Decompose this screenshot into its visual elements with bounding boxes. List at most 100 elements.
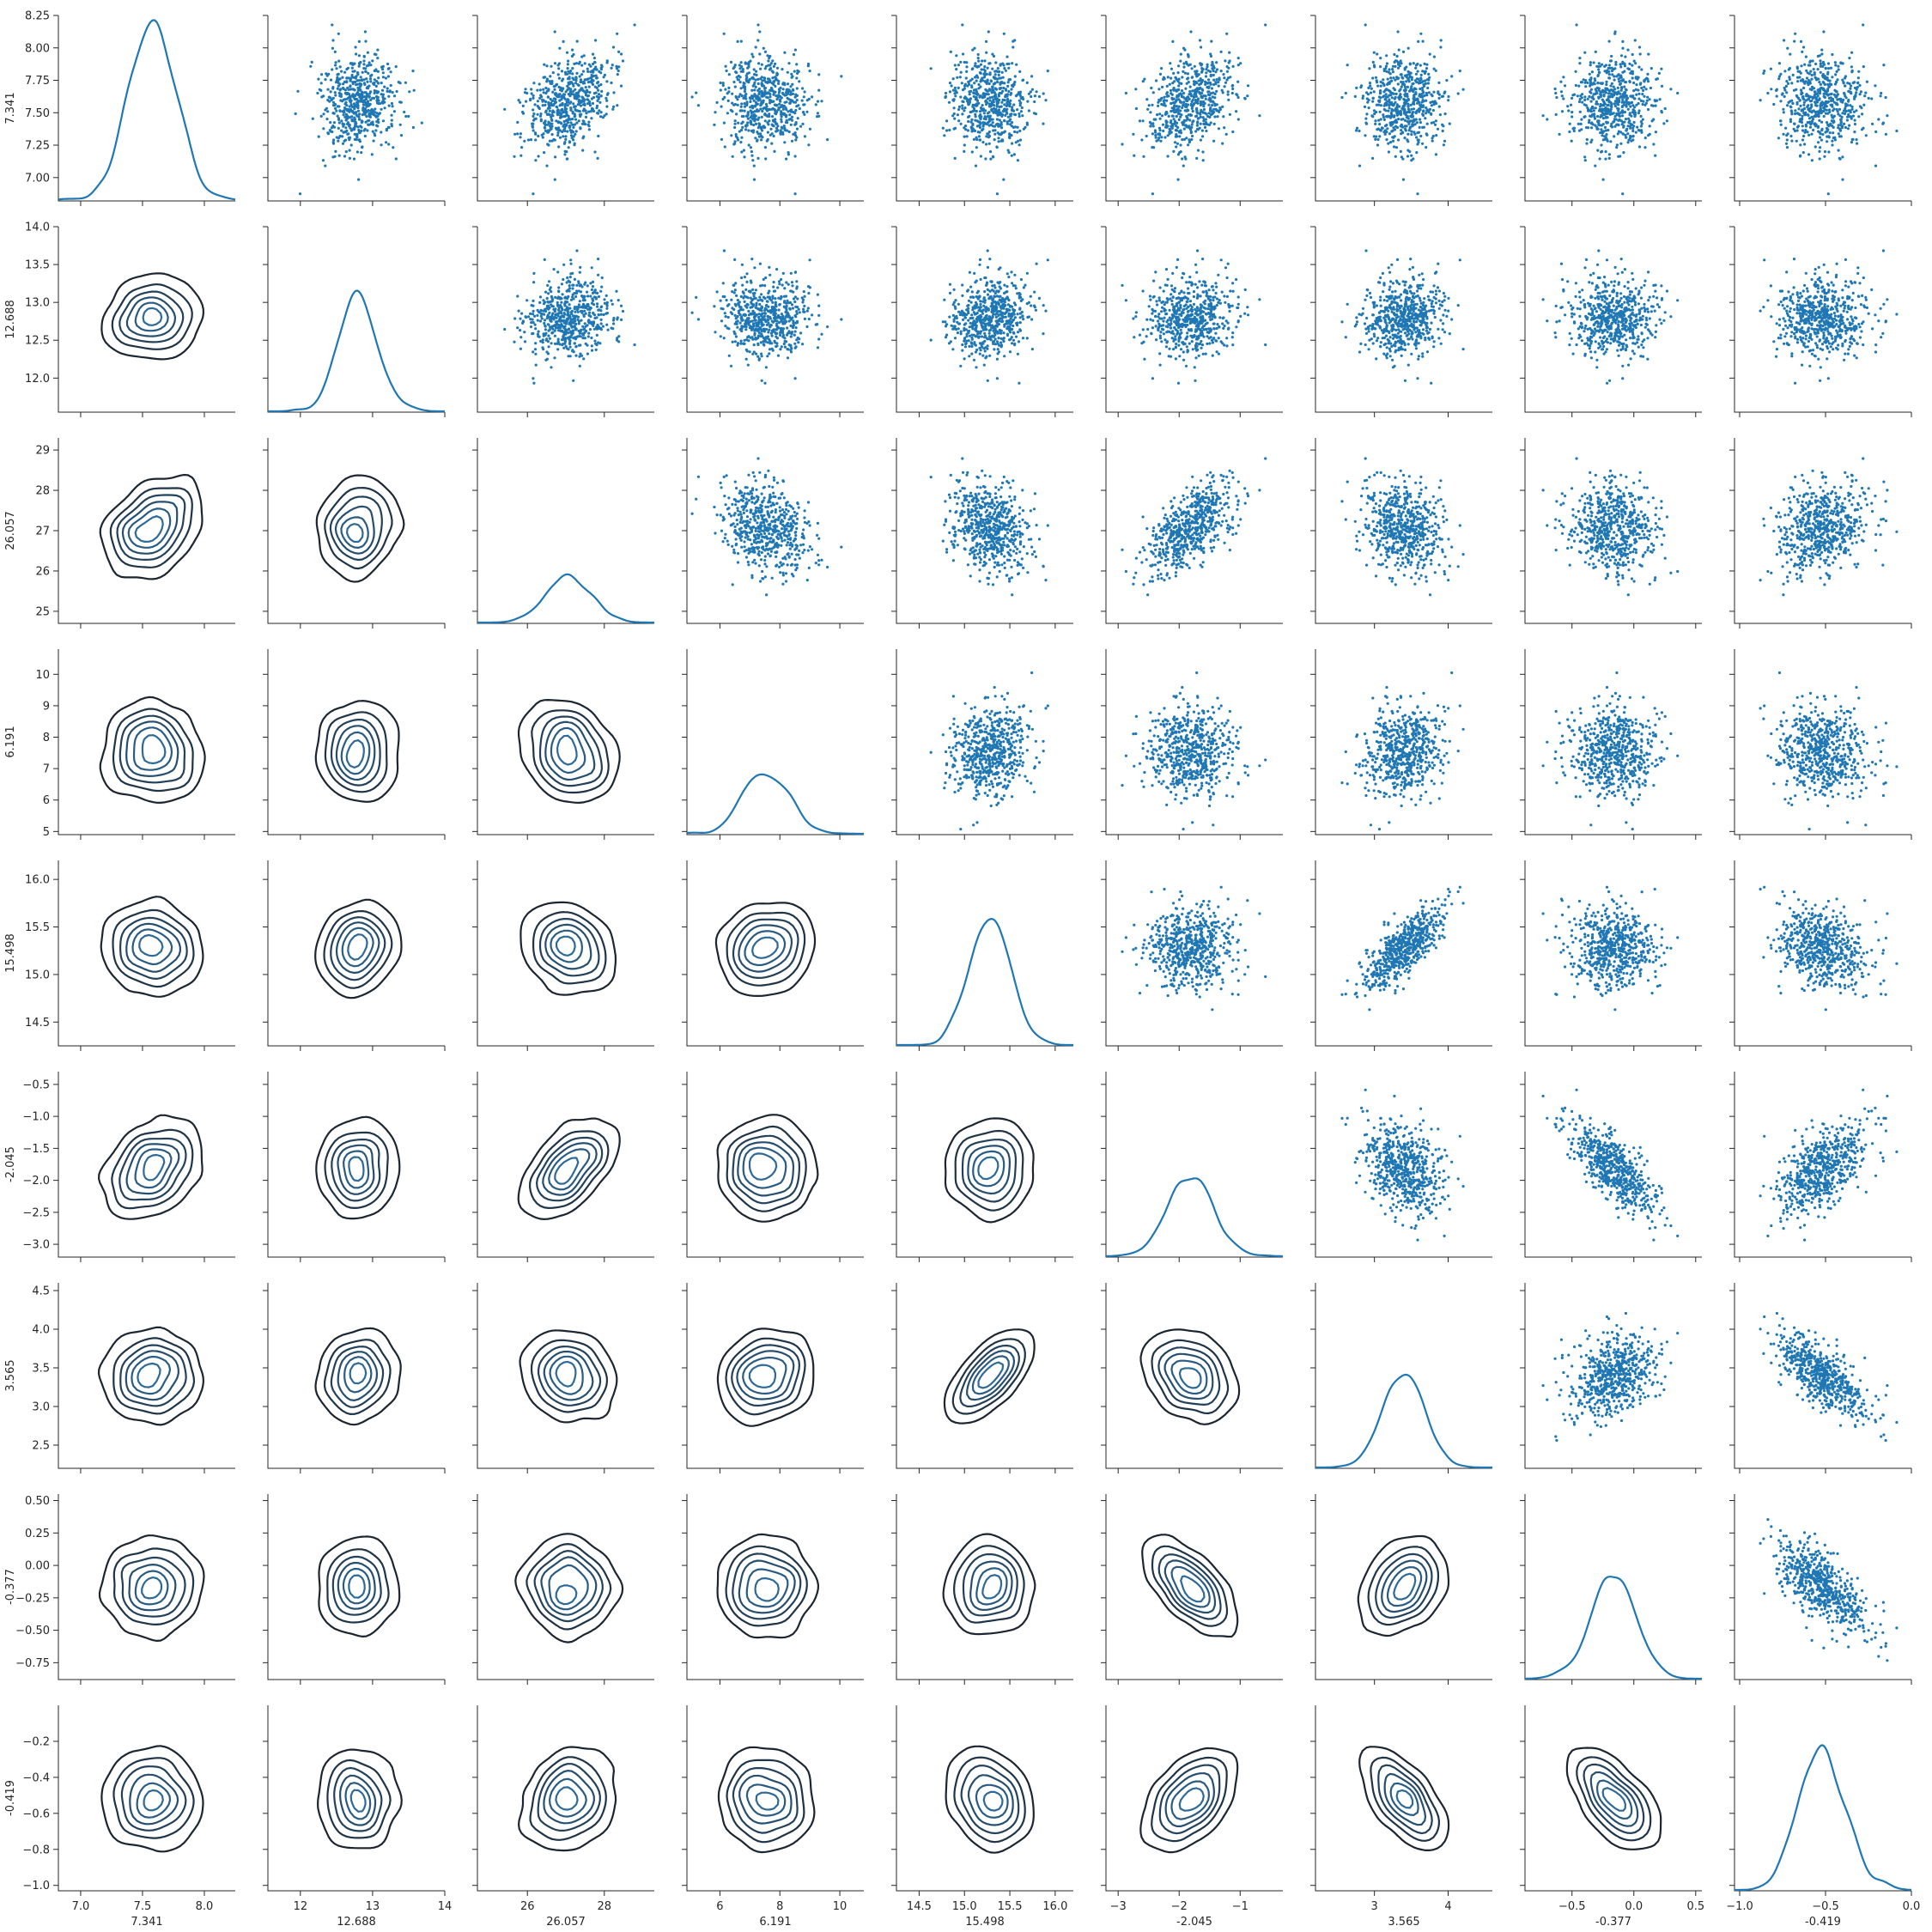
scatter-point — [979, 117, 981, 119]
scatter-point — [1607, 100, 1610, 103]
scatter-point — [616, 104, 618, 106]
scatter-point — [561, 70, 563, 72]
scatter-point — [1239, 62, 1242, 64]
scatter-point — [1018, 143, 1021, 146]
scatter-point — [1011, 155, 1013, 157]
scatter-point — [1862, 104, 1865, 106]
scatter-point — [562, 78, 564, 81]
scatter-point — [993, 82, 995, 85]
scatter-point — [796, 87, 799, 89]
scatter-point — [1399, 88, 1401, 91]
scatter-point — [785, 91, 787, 94]
scatter-point — [568, 146, 570, 149]
scatter-point — [755, 79, 757, 82]
scatter-point — [580, 73, 583, 76]
scatter-point — [1581, 81, 1583, 83]
scatter-point — [361, 78, 363, 81]
scatter-point — [1827, 62, 1830, 64]
scatter-point — [785, 121, 787, 124]
scatter-point — [392, 146, 394, 149]
scatter-point — [1635, 94, 1637, 96]
scatter-point — [1402, 179, 1405, 181]
scatter-point — [1854, 87, 1856, 89]
scatter-point — [769, 55, 771, 58]
scatter-point — [754, 110, 756, 112]
scatter-point — [723, 122, 726, 125]
scatter-point — [1643, 86, 1645, 88]
scatter-point — [1379, 129, 1382, 131]
scatter-point — [1179, 109, 1182, 112]
scatter-point — [1596, 103, 1599, 106]
scatter-point — [1367, 87, 1370, 89]
scatter-point — [769, 93, 771, 95]
scatter-point — [751, 76, 754, 79]
scatter-point — [1180, 150, 1182, 153]
scatter-point — [1623, 103, 1625, 106]
scatter-point — [1410, 104, 1413, 106]
scatter-point — [1167, 76, 1170, 78]
scatter-point — [1215, 61, 1218, 64]
scatter-point — [542, 88, 544, 91]
scatter-point — [794, 109, 797, 112]
scatter-point — [1592, 106, 1595, 109]
scatter-point — [1623, 86, 1625, 88]
scatter-point — [1759, 99, 1762, 101]
scatter-point — [331, 39, 334, 41]
scatter-point — [745, 78, 748, 81]
scatter-point — [583, 90, 586, 93]
scatter-point — [1383, 108, 1386, 111]
scatter-point — [1631, 53, 1634, 56]
scatter-point — [381, 89, 384, 92]
scatter-point — [1602, 104, 1605, 106]
scatter-point — [1619, 143, 1622, 145]
scatter-point — [1637, 88, 1639, 91]
scatter-point — [1152, 125, 1155, 127]
scatter-point — [1201, 130, 1204, 132]
scatter-point — [331, 126, 333, 129]
scatter-point — [355, 104, 358, 106]
scatter-point — [1395, 93, 1398, 95]
scatter-point — [1005, 56, 1008, 58]
scatter-point — [557, 67, 560, 70]
scatter-point — [1415, 81, 1418, 83]
scatter-point — [349, 116, 351, 118]
scatter-point — [1384, 125, 1387, 127]
scatter-point — [1006, 120, 1009, 123]
scatter-point — [772, 71, 775, 74]
scatter-point — [1631, 76, 1634, 79]
scatter-point — [1801, 129, 1804, 131]
scatter-point — [309, 65, 312, 68]
scatter-point — [775, 127, 778, 130]
scatter-point — [1222, 73, 1224, 76]
scatter-point — [337, 60, 340, 63]
scatter-point — [1188, 138, 1190, 141]
scatter-point — [368, 96, 371, 99]
scatter-point — [1625, 94, 1627, 97]
scatter-point — [1026, 82, 1029, 84]
scatter-point — [782, 88, 785, 90]
scatter-point — [545, 165, 548, 167]
scatter-point — [1583, 116, 1585, 118]
scatter-point — [600, 94, 603, 97]
scatter-point — [1174, 141, 1176, 143]
scatter-point — [791, 140, 793, 143]
scatter-point — [1619, 112, 1621, 115]
scatter-point — [1807, 121, 1810, 124]
scatter-point — [1783, 70, 1786, 72]
scatter-point — [1554, 88, 1557, 90]
scatter-point — [1443, 143, 1445, 146]
scatter-point — [337, 105, 339, 107]
scatter-point — [988, 119, 991, 122]
scatter-point — [399, 124, 402, 126]
scatter-point — [343, 98, 346, 100]
scatter-point — [783, 141, 786, 143]
scatter-point — [1621, 132, 1624, 135]
scatter-point — [1589, 141, 1592, 143]
scatter-point — [1165, 112, 1168, 115]
scatter-point — [1200, 93, 1202, 95]
scatter-point — [977, 83, 980, 86]
scatter-point — [1202, 119, 1205, 122]
scatter-point — [1850, 141, 1853, 143]
scatter-point — [568, 93, 571, 95]
scatter-point — [1407, 47, 1410, 50]
